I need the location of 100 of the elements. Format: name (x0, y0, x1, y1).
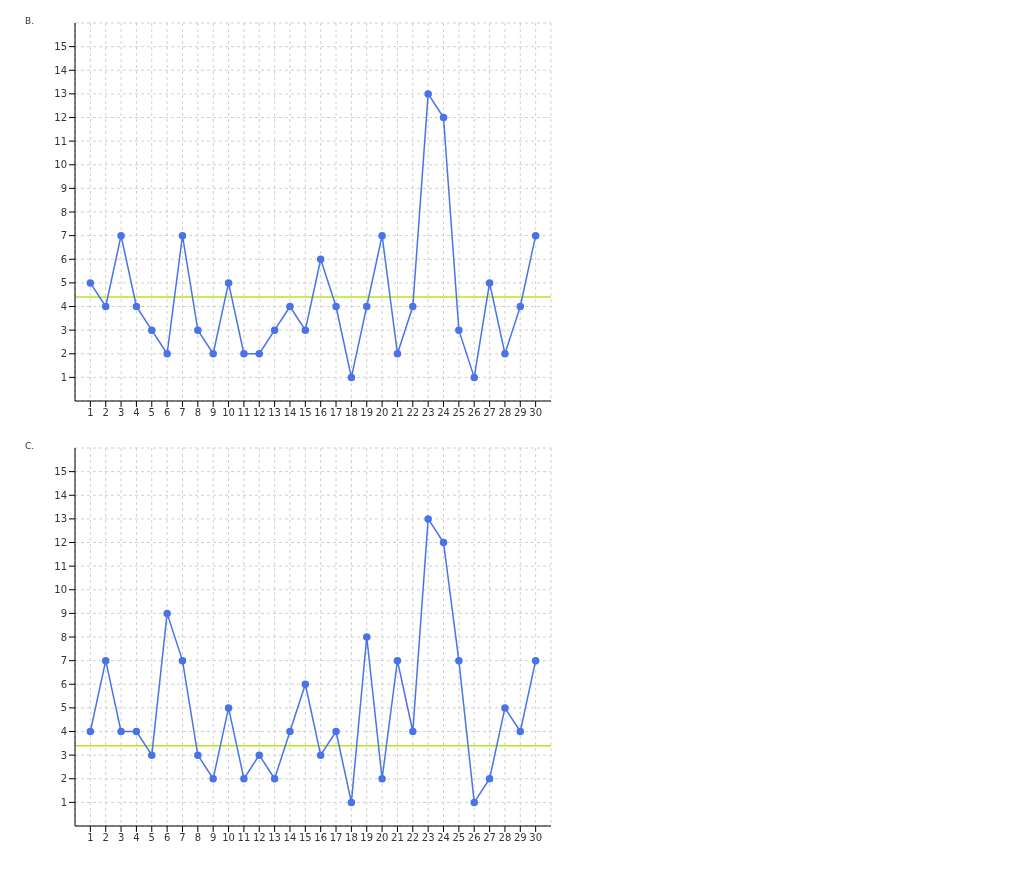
point (194, 326, 202, 334)
point (240, 775, 248, 783)
x-tick-label: 15 (298, 407, 312, 419)
x-tick-label: 3 (117, 407, 125, 419)
x-tick-label: 14 (283, 407, 297, 419)
x-tick-label: 21 (391, 407, 404, 419)
point (531, 231, 540, 240)
y-tick-label: 9 (60, 182, 67, 194)
y-tick-label: 15 (54, 41, 67, 53)
y-tick-label: 11 (54, 135, 67, 147)
x-tick-label: 9 (210, 832, 217, 844)
y-tick-label: 8 (60, 631, 67, 643)
y-tick-label: 13 (54, 88, 67, 100)
x-tick-label: 7 (179, 407, 186, 419)
x-tick-label: 28 (498, 407, 512, 419)
x-tick-label: 12 (252, 832, 266, 844)
y-tick-label: 12 (54, 537, 67, 549)
point (470, 798, 478, 807)
x-tick-label: 20 (375, 832, 389, 844)
point (362, 633, 371, 641)
x-tick-label: 28 (498, 832, 512, 844)
point (286, 727, 294, 736)
y-tick-label: 10 (54, 584, 67, 596)
point (240, 350, 248, 358)
y-tick-label: 1 (60, 371, 67, 383)
x-tick-label: 17 (329, 407, 343, 419)
point (424, 90, 432, 98)
point (117, 727, 125, 736)
x-tick-label: 5 (148, 407, 155, 419)
point (101, 656, 110, 665)
point (378, 775, 386, 783)
x-tick-label: 10 (222, 832, 235, 844)
x-tick-label: 18 (345, 832, 358, 844)
point (209, 350, 217, 358)
y-tick-label: 2 (60, 773, 67, 785)
point (347, 798, 356, 807)
x-tick-label: 14 (283, 832, 297, 844)
x-tick-label: 2 (102, 407, 109, 419)
point (163, 350, 171, 358)
y-tick-label: 2 (60, 348, 67, 360)
x-tick-label: 7 (179, 832, 186, 844)
y-tick-label: 11 (54, 560, 67, 572)
point (332, 727, 340, 736)
x-tick-label: 6 (163, 407, 171, 419)
x-tick-label: 1 (87, 407, 94, 419)
x-tick-label: 24 (437, 407, 450, 419)
x-tick-label: 21 (391, 832, 404, 844)
point (270, 775, 279, 783)
y-tick-label: 3 (60, 749, 67, 761)
point (439, 113, 448, 122)
x-tick-label: 16 (314, 832, 328, 844)
point (101, 302, 110, 311)
point (148, 326, 156, 334)
point (163, 609, 171, 618)
x-tick-label: 15 (298, 832, 312, 844)
point (255, 751, 264, 759)
x-tick-label: 11 (237, 832, 251, 844)
point (132, 302, 141, 311)
x-tick-label: 10 (222, 407, 235, 419)
point (409, 302, 417, 311)
y-tick-label: 13 (54, 513, 67, 525)
x-tick-label: 6 (163, 832, 171, 844)
x-tick-label: 5 (148, 832, 155, 844)
y-tick-label: 1 (60, 796, 67, 808)
point (178, 231, 187, 240)
x-tick-label: 19 (360, 407, 374, 419)
x-tick-label: 8 (194, 407, 202, 419)
y-tick-label: 10 (54, 159, 67, 171)
point (86, 727, 95, 736)
point (132, 727, 141, 736)
point (362, 302, 371, 311)
point (439, 538, 448, 547)
x-tick-label: 16 (314, 407, 328, 419)
x-tick-label: 27 (483, 407, 496, 419)
point (393, 656, 402, 665)
point (301, 326, 310, 334)
x-tick-label: 4 (133, 832, 140, 844)
point (286, 302, 294, 311)
x-tick-label: 27 (483, 832, 496, 844)
x-tick-label: 29 (513, 832, 527, 844)
x-tick-label: 19 (360, 832, 374, 844)
x-tick-label: 24 (437, 832, 450, 844)
y-tick-label: 4 (60, 301, 67, 313)
point (178, 656, 187, 665)
x-tick-label: 3 (117, 832, 125, 844)
point (516, 302, 525, 311)
x-tick-label: 22 (406, 407, 420, 419)
y-tick-label: 5 (60, 702, 67, 714)
point (409, 727, 417, 736)
y-tick-label: 6 (60, 253, 67, 265)
point (424, 515, 432, 523)
point (485, 279, 494, 287)
point (531, 656, 540, 665)
y-tick-label: 6 (60, 678, 67, 690)
chart-title: C. (25, 441, 35, 451)
point (194, 751, 202, 759)
y-tick-label: 7 (60, 230, 67, 242)
x-tick-label: 25 (452, 407, 466, 419)
y-tick-label: 5 (60, 277, 67, 289)
y-tick-label: 9 (60, 607, 67, 619)
